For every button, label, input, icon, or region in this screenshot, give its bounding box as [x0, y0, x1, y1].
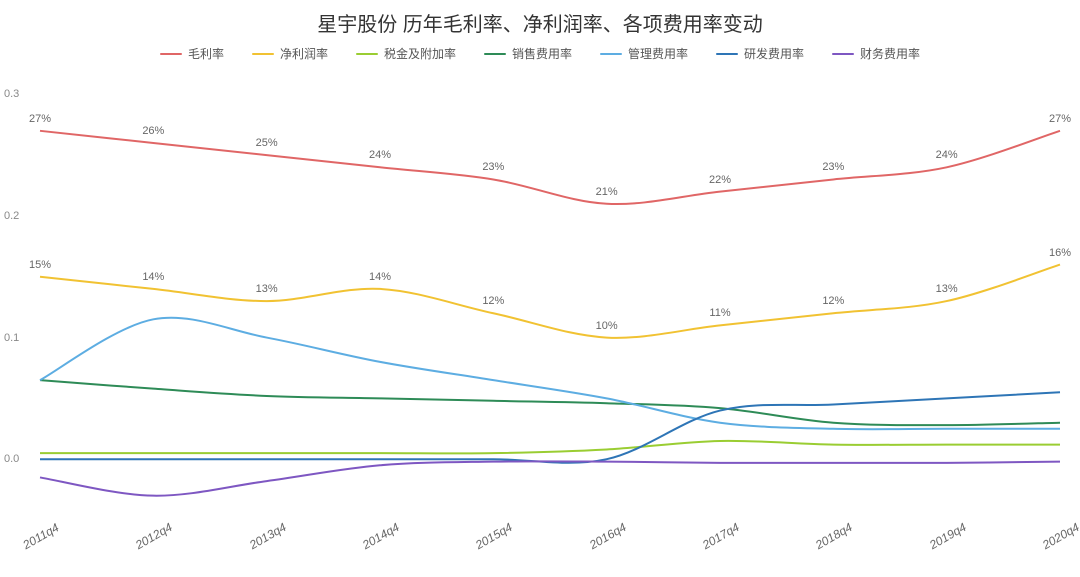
data-point-label: 10% — [596, 320, 618, 332]
y-axis-label: 0.0 — [4, 453, 19, 465]
legend-label: 毛利率 — [188, 45, 224, 62]
legend-swatch — [252, 53, 274, 55]
legend-item[interactable]: 研发费用率 — [716, 45, 804, 62]
y-axis-label: 0.1 — [4, 332, 19, 344]
data-point-label: 14% — [142, 271, 164, 283]
series-line — [40, 131, 1060, 204]
data-point-label: 11% — [709, 307, 730, 319]
chart-title: 星宇股份 历年毛利率、净利润率、各项费用率变动 — [0, 0, 1080, 37]
legend-item[interactable]: 财务费用率 — [832, 45, 920, 62]
legend-label: 净利润率 — [280, 45, 328, 62]
data-point-label: 12% — [482, 295, 504, 307]
series-line — [40, 461, 1060, 495]
legend-swatch — [356, 53, 378, 55]
data-point-label: 27% — [1049, 113, 1071, 125]
legend-swatch — [160, 53, 182, 55]
chart-legend: 毛利率 净利润率 税金及附加率 销售费用率 管理费用率 研发费用率 财务费用率 — [0, 45, 1080, 62]
legend-label: 管理费用率 — [628, 45, 688, 62]
series-line — [40, 265, 1060, 338]
legend-label: 财务费用率 — [860, 45, 920, 62]
data-point-label: 13% — [256, 283, 278, 295]
data-point-label: 13% — [936, 283, 958, 295]
legend-item[interactable]: 管理费用率 — [600, 45, 688, 62]
legend-item[interactable]: 毛利率 — [160, 45, 224, 62]
data-point-label: 27% — [29, 113, 51, 125]
chart-plot-area: 0.00.10.20.32011q42012q42013q42014q42015… — [0, 62, 1080, 552]
data-point-label: 12% — [822, 295, 844, 307]
legend-swatch — [600, 53, 622, 55]
data-point-label: 23% — [822, 161, 844, 173]
data-point-label: 25% — [256, 137, 278, 149]
data-point-label: 26% — [142, 125, 164, 137]
series-line — [40, 318, 1060, 430]
data-point-label: 24% — [936, 149, 958, 161]
legend-swatch — [484, 53, 506, 55]
series-line — [40, 380, 1060, 425]
series-line — [40, 441, 1060, 454]
data-point-label: 14% — [369, 271, 391, 283]
y-axis-label: 0.3 — [4, 88, 19, 100]
data-point-label: 16% — [1049, 247, 1071, 259]
data-point-label: 15% — [29, 259, 51, 271]
legend-item[interactable]: 税金及附加率 — [356, 45, 456, 62]
legend-item[interactable]: 销售费用率 — [484, 45, 572, 62]
legend-swatch — [832, 53, 854, 55]
data-point-label: 24% — [369, 149, 391, 161]
data-point-label: 23% — [482, 161, 504, 173]
legend-swatch — [716, 53, 738, 55]
y-axis-label: 0.2 — [4, 210, 19, 222]
legend-label: 销售费用率 — [512, 45, 572, 62]
legend-label: 税金及附加率 — [384, 45, 456, 62]
legend-item[interactable]: 净利润率 — [252, 45, 328, 62]
data-point-label: 22% — [709, 174, 731, 186]
legend-label: 研发费用率 — [744, 45, 804, 62]
data-point-label: 21% — [596, 186, 618, 198]
